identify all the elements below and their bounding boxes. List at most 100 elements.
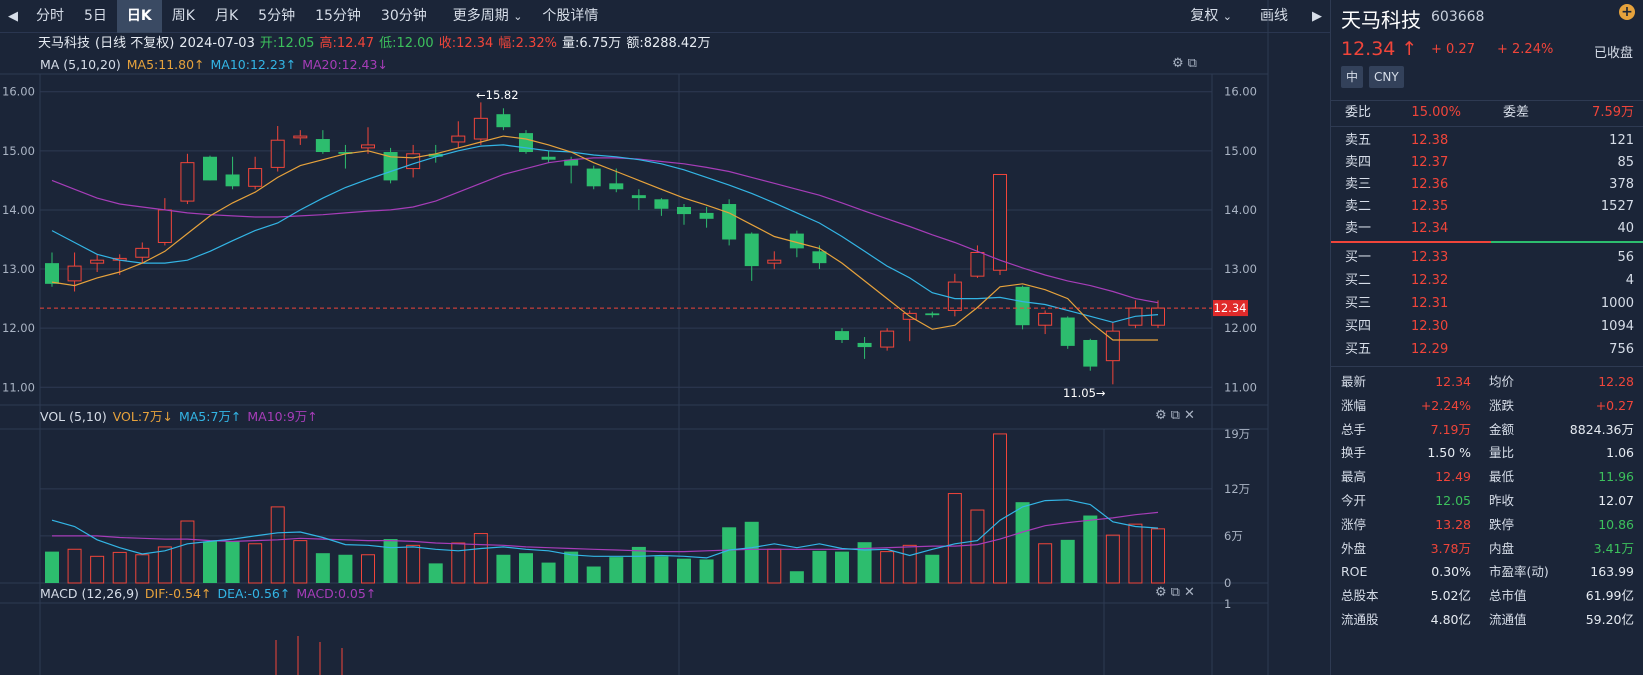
vol-panel-controls: ⚙⧉✕ xyxy=(1155,408,1199,423)
candle-body xyxy=(1083,339,1098,367)
tab-stock-detail[interactable]: 个股详情 xyxy=(542,7,599,24)
ask-price: 12.34 xyxy=(1411,221,1449,236)
tab-weekly-k[interactable]: 周K xyxy=(171,7,195,24)
order-book-buy-ratio xyxy=(1331,241,1491,243)
candle-body xyxy=(519,133,533,153)
candle-body xyxy=(451,135,466,143)
ask-volume: 378 xyxy=(1609,177,1634,192)
tab-15min[interactable]: 15分钟 xyxy=(315,7,361,24)
tab-more-periods-label: 更多周期 xyxy=(452,7,509,24)
volume-bar xyxy=(970,509,985,584)
weibi-row: 委比 15.00% 委差 7.59万 xyxy=(1331,102,1643,124)
stat-value: 3.78万 xyxy=(1430,540,1471,556)
ma-panel-controls: ⚙⧉ xyxy=(1172,56,1201,71)
adjust-dropdown[interactable]: 复权 ⌄ xyxy=(1180,0,1242,33)
candle-body xyxy=(67,265,82,282)
candle-body xyxy=(564,159,579,166)
tab-intraday[interactable]: 分时 xyxy=(36,7,64,24)
settings-icon[interactable]: ⚙ xyxy=(1155,408,1171,423)
candle-body xyxy=(1038,312,1053,326)
settings-icon[interactable]: ⚙ xyxy=(1172,56,1188,71)
stats-row: 涨幅 +2.24% 涨跌 +0.27 xyxy=(1331,395,1643,417)
bid-level-label: 买四 xyxy=(1345,319,1372,334)
price-tick-right: 11.00 xyxy=(1224,380,1257,394)
stat-label: 最低 xyxy=(1489,469,1515,485)
volume-bar xyxy=(293,540,308,584)
bid-level-row: 买四 12.30 1094 xyxy=(1331,316,1643,338)
vol-ma5-legend: MA5:7万↑ xyxy=(178,409,242,424)
draw-line-button[interactable]: 画线 xyxy=(1260,7,1288,24)
stats-row: 涨停 13.28 跌停 10.86 xyxy=(1331,514,1643,536)
price-tick-right: 14.00 xyxy=(1224,203,1257,217)
stat-value: 4.80亿 xyxy=(1430,612,1471,627)
tab-monthly-k[interactable]: 月K xyxy=(214,7,239,24)
bid-volume: 756 xyxy=(1609,342,1634,357)
weibi-label: 委比 xyxy=(1345,105,1372,120)
bid-level-row: 买五 12.29 756 xyxy=(1331,339,1643,361)
price-tick-right: 13.00 xyxy=(1224,262,1257,276)
tab-5day[interactable]: 5日 xyxy=(84,7,107,24)
price-change-pct: + 2.24% xyxy=(1497,42,1554,57)
price-tick-left: 16.00 xyxy=(2,85,35,99)
settings-icon[interactable]: ⚙ xyxy=(1155,585,1171,600)
volume-bar xyxy=(586,566,601,583)
stat-value: 1.06 xyxy=(1606,445,1634,461)
weicha-label: 委差 xyxy=(1503,105,1530,120)
candle-body xyxy=(1015,286,1030,326)
bid-level-row: 买三 12.31 1000 xyxy=(1331,293,1643,315)
next-arrow-icon[interactable]: ▶ xyxy=(1312,8,1322,24)
stat-value: 13.28 xyxy=(1435,516,1471,532)
candle-body xyxy=(993,173,1007,271)
volume-bar xyxy=(270,506,285,584)
stat-value: 12.49 xyxy=(1435,469,1471,485)
stats-row: 换手 1.50 % 量比 1.06 xyxy=(1331,442,1643,464)
chart-canvas[interactable]: 16.00 16.00 15.00 15.00 14.00 14.00 13.00 13.00… xyxy=(0,0,1330,675)
stat-label: 流通股 xyxy=(1341,612,1379,627)
close-icon[interactable]: ✕ xyxy=(1183,408,1199,423)
market-status: 已收盘 xyxy=(1593,46,1633,61)
stat-label: 最高 xyxy=(1341,469,1367,485)
stat-value: 1.50 % xyxy=(1427,445,1471,461)
close-icon[interactable]: ✕ xyxy=(1183,585,1199,600)
volume-bar xyxy=(767,548,782,584)
candle-body xyxy=(180,162,195,202)
stat-value: 3.41万 xyxy=(1593,540,1634,556)
info-open: 开:12.05 xyxy=(259,36,315,51)
volume-bar xyxy=(609,557,624,583)
volume-bar xyxy=(157,546,172,584)
tab-more-periods[interactable]: 更多周期 ⌄ xyxy=(443,0,533,33)
stat-label: 涨幅 xyxy=(1341,397,1367,413)
prev-arrow-icon[interactable]: ◀ xyxy=(8,8,18,24)
ma-legend-title: MA (5,10,20) xyxy=(40,57,121,72)
candle-body xyxy=(880,330,895,348)
volume-bar xyxy=(925,554,940,583)
stat-label: 今开 xyxy=(1341,493,1367,508)
window-icon[interactable]: ⧉ xyxy=(1170,585,1184,600)
window-icon[interactable]: ⧉ xyxy=(1170,408,1184,423)
divider xyxy=(1331,126,1643,127)
candle-body xyxy=(315,139,330,153)
candle-body xyxy=(609,183,624,190)
stats-row: 总手 7.19万 金额 8824.36万 xyxy=(1331,419,1643,441)
candle-body xyxy=(293,135,308,139)
volume-bar xyxy=(812,550,827,583)
price-tick-left: 12.00 xyxy=(2,321,35,335)
period-toolbar: ◀ 分时 5日 日K 周K 月K 5分钟 15分钟 30分钟 更多周期 ⌄ 个股… xyxy=(0,0,1330,33)
add-watchlist-icon[interactable]: + xyxy=(1619,4,1635,20)
order-book-sell-ratio xyxy=(1491,241,1643,243)
bid-volume: 1000 xyxy=(1600,296,1634,311)
tab-5min[interactable]: 5分钟 xyxy=(258,7,296,24)
window-icon[interactable]: ⧉ xyxy=(1187,56,1201,71)
volume-bar xyxy=(722,527,737,583)
stat-value: 12.28 xyxy=(1598,374,1634,389)
tab-daily-k[interactable]: 日K xyxy=(116,0,162,33)
candle-body xyxy=(338,152,353,154)
tag-currency: CNY xyxy=(1369,66,1404,88)
tab-30min[interactable]: 30分钟 xyxy=(380,7,427,24)
candle-body xyxy=(947,281,962,311)
bid-level-row: 买二 12.32 4 xyxy=(1331,270,1643,292)
bid-volume: 1094 xyxy=(1600,319,1634,334)
candle-body xyxy=(857,342,872,348)
stat-label: 内盘 xyxy=(1489,540,1515,556)
divider xyxy=(1331,366,1643,367)
